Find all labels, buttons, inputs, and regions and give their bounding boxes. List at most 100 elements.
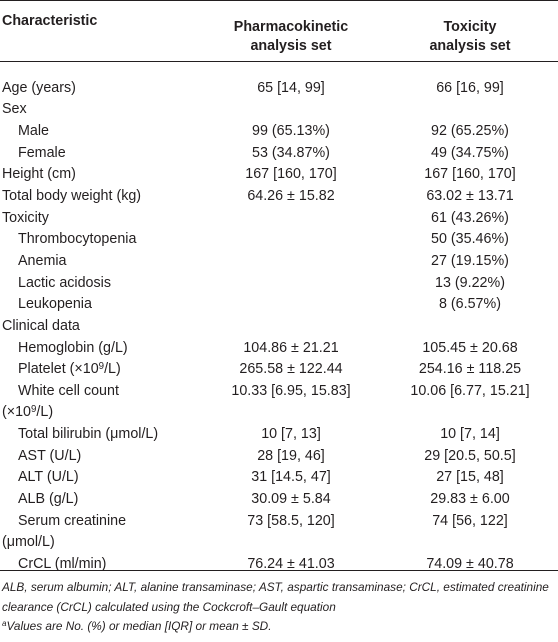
table-row: Total body weight (kg) 64.26 ± 15.82 63.02… bbox=[0, 185, 558, 207]
tox-value: 61 (43.26%) bbox=[431, 209, 509, 226]
pk-value: 28 [19, 46] bbox=[257, 447, 325, 464]
row-label: White cell count bbox=[18, 382, 119, 399]
footnote-abbreviations: ALB, serum albumin; ALT, alanine transam… bbox=[2, 580, 549, 614]
pk-value: 64.26 ± 15.82 bbox=[247, 188, 335, 205]
pk-value: 10 [7, 13] bbox=[261, 426, 321, 443]
tox-value: 92 (65.25%) bbox=[431, 123, 509, 140]
header-rule bbox=[0, 61, 558, 62]
row-label: CrCL (ml/min) bbox=[18, 555, 107, 572]
pk-value: 104.86 ± 21.21 bbox=[243, 339, 339, 356]
row-label: (μmol/L) bbox=[2, 534, 55, 551]
row-label: Total body weight (kg) bbox=[2, 188, 142, 205]
pk-value: 167 [160, 170] bbox=[245, 166, 337, 183]
row-label: Age (years) bbox=[2, 79, 76, 96]
table-row: Platelet (×109/L) 265.58 ± 122.44 254.16 ±… bbox=[0, 358, 558, 380]
tox-value: 29.83 ± 6.00 bbox=[430, 490, 510, 507]
pk-value bbox=[200, 250, 382, 272]
pk-value: 31 [14.5, 47] bbox=[251, 469, 331, 486]
row-label: Toxicity bbox=[2, 209, 49, 226]
table-row: Height (cm) 167 [160, 170] 167 [160, 170] bbox=[0, 164, 558, 186]
table-row: Toxicity 61 (43.26%) bbox=[0, 207, 558, 229]
pk-value bbox=[200, 293, 382, 315]
row-label: Lactic acidosis bbox=[18, 274, 111, 291]
table-row: (μmol/L) bbox=[0, 531, 558, 553]
table-row: CrCL (ml/min) 76.24 ± 41.03 74.09 ± 40.78 bbox=[0, 553, 558, 575]
pk-value: 10.33 [6.95, 15.83] bbox=[231, 382, 351, 399]
table-footnote: ALB, serum albumin; ALT, alanine transam… bbox=[2, 578, 556, 637]
pk-value bbox=[200, 207, 382, 229]
pk-value: 99 (65.13%) bbox=[252, 123, 330, 140]
tox-value: 254.16 ± 118.25 bbox=[418, 361, 522, 378]
header-tox-line2: analysis set bbox=[429, 37, 511, 54]
row-label: Total bilirubin (μmol/L) bbox=[18, 426, 159, 443]
table-row: Leukopenia 8 (6.57%) bbox=[0, 293, 558, 315]
tox-value: 105.45 ± 20.68 bbox=[422, 339, 518, 356]
tox-value: 49 (34.75%) bbox=[431, 144, 509, 161]
table-row: Anemia 27 (19.15%) bbox=[0, 250, 558, 272]
row-label: Clinical data bbox=[2, 317, 80, 334]
row-label: Height (cm) bbox=[2, 166, 76, 183]
tox-value: 50 (35.46%) bbox=[431, 231, 509, 248]
table-row: Thrombocytopenia 50 (35.46%) bbox=[0, 228, 558, 250]
tox-value: 27 [15, 48] bbox=[436, 469, 504, 486]
row-label: Leukopenia bbox=[18, 296, 92, 313]
tox-value: 74 [56, 122] bbox=[432, 512, 508, 529]
table-row: ALT (U/L) 31 [14.5, 47] 27 [15, 48] bbox=[0, 467, 558, 489]
row-label: Anemia bbox=[18, 252, 67, 269]
tox-value: 10.06 [6.77, 15.21] bbox=[410, 382, 530, 399]
row-label: Thrombocytopenia bbox=[18, 231, 137, 248]
row-label: Platelet (×109/L) bbox=[18, 360, 121, 378]
tox-value: 29 [20.5, 50.5] bbox=[424, 447, 516, 464]
table-row: Age (years) 65 [14, 99] 66 [16, 99] bbox=[0, 73, 558, 99]
pk-value bbox=[200, 272, 382, 294]
footnote-marker: a bbox=[2, 619, 7, 629]
pk-value: 76.24 ± 41.03 bbox=[247, 555, 335, 572]
table-row: Total bilirubin (μmol/L) 10 [7, 13] 10 [7,… bbox=[0, 423, 558, 445]
pk-value: 65 [14, 99] bbox=[257, 79, 325, 96]
tox-value: 167 [160, 170] bbox=[424, 166, 516, 183]
pk-value bbox=[200, 531, 382, 553]
footnote-values-text: Values are No. (%) or median [IQR] or me… bbox=[6, 619, 272, 633]
row-label: Hemoglobin (g/L) bbox=[18, 339, 128, 356]
tox-value bbox=[382, 99, 558, 121]
pk-value bbox=[200, 402, 382, 424]
tox-value: 74.09 ± 40.78 bbox=[426, 555, 514, 572]
table-body: Age (years) 65 [14, 99] 66 [16, 99] Sex Male… bbox=[0, 73, 558, 575]
tox-value: 13 (9.22%) bbox=[435, 274, 505, 291]
tox-value: 63.02 ± 13.71 bbox=[426, 188, 514, 205]
table-row: Hemoglobin (g/L) 104.86 ± 21.21 105.45 ± 2… bbox=[0, 337, 558, 359]
bottom-rule bbox=[0, 570, 558, 572]
row-label: (×109/L) bbox=[2, 404, 54, 421]
header-characteristic: Characteristic bbox=[2, 13, 98, 29]
row-label: AST (U/L) bbox=[18, 447, 82, 464]
row-label: Sex bbox=[2, 101, 27, 118]
row-label: Serum creatinine bbox=[18, 512, 127, 529]
tox-value: 27 (19.15%) bbox=[431, 252, 509, 269]
table-row: Lactic acidosis 13 (9.22%) bbox=[0, 272, 558, 294]
tox-value bbox=[382, 531, 558, 553]
row-label: Male bbox=[18, 123, 49, 140]
table-row: White cell count 10.33 [6.95, 15.83] 10.06… bbox=[0, 380, 558, 402]
table-row: Sex bbox=[0, 99, 558, 121]
table-row: Male 99 (65.13%) 92 (65.25%) bbox=[0, 120, 558, 142]
row-label: Female bbox=[18, 144, 66, 161]
characteristics-table: Characteristic Pharmacokinetic analysis … bbox=[0, 0, 558, 575]
row-label: ALT (U/L) bbox=[18, 469, 79, 486]
tox-value: 8 (6.57%) bbox=[439, 296, 501, 313]
table-row: Female 53 (34.87%) 49 (34.75%) bbox=[0, 142, 558, 164]
tox-value bbox=[382, 315, 558, 337]
header-pk-analysis-set: Pharmacokinetic analysis set bbox=[200, 0, 382, 73]
table-row: Clinical data bbox=[0, 315, 558, 337]
row-label: ALB (g/L) bbox=[18, 490, 79, 507]
pk-value: 53 (34.87%) bbox=[252, 144, 330, 161]
pk-value bbox=[200, 315, 382, 337]
table-row: (×109/L) bbox=[0, 402, 558, 424]
pk-value: 73 [58.5, 120] bbox=[247, 512, 335, 529]
table-row: ALB (g/L) 30.09 ± 5.84 29.83 ± 6.00 bbox=[0, 488, 558, 510]
footnote-values-note: aValues are No. (%) or median [IQR] or m… bbox=[2, 617, 556, 637]
tox-value: 66 [16, 99] bbox=[436, 79, 504, 96]
table-header-row: Characteristic Pharmacokinetic analysis … bbox=[0, 0, 558, 73]
table-row: AST (U/L) 28 [19, 46] 29 [20.5, 50.5] bbox=[0, 445, 558, 467]
pk-value: 30.09 ± 5.84 bbox=[251, 490, 331, 507]
